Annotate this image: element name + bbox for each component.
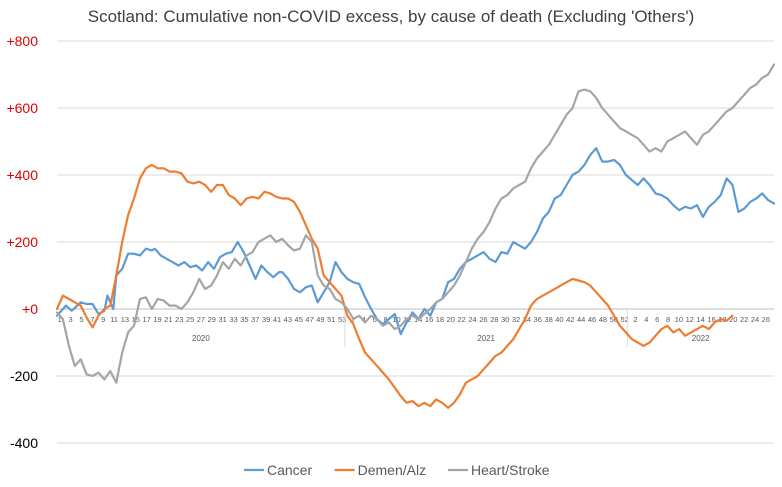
- x-tick-label: 24: [751, 315, 759, 324]
- x-tick-label: 5: [79, 315, 83, 324]
- x-tick-label: 14: [696, 315, 704, 324]
- x-tick-label: 37: [251, 315, 259, 324]
- legend: Cancer Demen/Alz Heart/Stroke: [244, 462, 550, 478]
- x-tick-label: 12: [686, 315, 694, 324]
- x-tick-label: 17: [142, 315, 150, 324]
- x-tick-label: 20: [447, 315, 455, 324]
- x-tick-label: 22: [457, 315, 465, 324]
- legend-label: Demen/Alz: [358, 462, 426, 478]
- x-tick-label: 13: [121, 315, 129, 324]
- x-tick-label: 52: [620, 315, 628, 324]
- x-tick-label: 10: [675, 315, 683, 324]
- x-tick-label: 4: [644, 315, 648, 324]
- x-tick-label: 1: [58, 315, 62, 324]
- legend-label: Heart/Stroke: [471, 462, 550, 478]
- x-tick-label: 42: [566, 315, 574, 324]
- x-tick-label: 22: [740, 315, 748, 324]
- chart-title: Scotland: Cumulative non-COVID excess, b…: [88, 7, 695, 26]
- series-line-cancer: [55, 147, 776, 336]
- x-tick-label: 24: [468, 315, 476, 324]
- x-tick-label: 19: [153, 315, 161, 324]
- x-tick-label: 30: [501, 315, 509, 324]
- x-tick-label: 43: [284, 315, 292, 324]
- y-tick-label: +800: [6, 33, 38, 49]
- x-tick-label: 2: [633, 315, 637, 324]
- series-lines: [55, 63, 776, 409]
- y-tick-label: +200: [6, 234, 38, 250]
- x-tick-label: 28: [490, 315, 498, 324]
- x-tick-label: 50: [610, 315, 618, 324]
- x-tick-label: 47: [305, 315, 313, 324]
- x-tick-label: 45: [295, 315, 303, 324]
- x-tick-label: 31: [218, 315, 226, 324]
- x-tick-label: 46: [588, 315, 596, 324]
- x-tick-label: 36: [534, 315, 542, 324]
- x-tick-label: 9: [101, 315, 105, 324]
- x-tick-label: 23: [175, 315, 183, 324]
- x-tick-label: 44: [577, 315, 585, 324]
- x-tick-label: 16: [425, 315, 433, 324]
- x-tick-label: 3: [68, 315, 72, 324]
- x-tick-label: 33: [229, 315, 237, 324]
- x-tick-label: 39: [262, 315, 270, 324]
- x-tick-label: 51: [327, 315, 335, 324]
- x-tick-label: 8: [666, 315, 670, 324]
- x-tick-label: 38: [544, 315, 552, 324]
- x-tick-label: 35: [240, 315, 248, 324]
- x-tick-label: 32: [512, 315, 520, 324]
- gridlines: [57, 40, 774, 444]
- x-tick-label: 49: [316, 315, 324, 324]
- x-tick-label: 41: [273, 315, 281, 324]
- year-label: 2020: [192, 334, 210, 343]
- x-tick-label: 18: [436, 315, 444, 324]
- x-tick-label: 16: [707, 315, 715, 324]
- x-tick-label: 21: [164, 315, 172, 324]
- y-tick-label: +400: [6, 167, 38, 183]
- x-tick-label: 27: [197, 315, 205, 324]
- x-tick-label: 11: [110, 315, 118, 324]
- x-tick-label: 6: [655, 315, 659, 324]
- x-tick-label: 7: [90, 315, 94, 324]
- y-tick-label: +0: [22, 301, 38, 317]
- x-tick-label: 48: [599, 315, 607, 324]
- x-tick-label: 26: [762, 315, 770, 324]
- y-axis-tick-labels: +800 +600 +400 +200 +0 -200 -400: [6, 33, 38, 451]
- x-tick-label: 20: [729, 315, 737, 324]
- y-tick-label: +600: [6, 100, 38, 116]
- x-tick-label: 34: [523, 315, 531, 324]
- series-line-demen-alz: [55, 163, 734, 409]
- x-tick-label: 6: [373, 315, 377, 324]
- year-label: 2022: [692, 334, 710, 343]
- x-tick-label: 26: [479, 315, 487, 324]
- x-tick-label: 53: [338, 315, 346, 324]
- x-tick-label: 40: [555, 315, 563, 324]
- y-tick-label: -400: [10, 435, 38, 451]
- x-tick-label: 25: [186, 315, 194, 324]
- year-label: 2021: [477, 334, 495, 343]
- legend-label: Cancer: [267, 462, 312, 478]
- y-tick-label: -200: [10, 368, 38, 384]
- series-line-heart-stroke: [55, 63, 776, 384]
- x-tick-label: 8: [384, 315, 388, 324]
- x-tick-label: 29: [208, 315, 216, 324]
